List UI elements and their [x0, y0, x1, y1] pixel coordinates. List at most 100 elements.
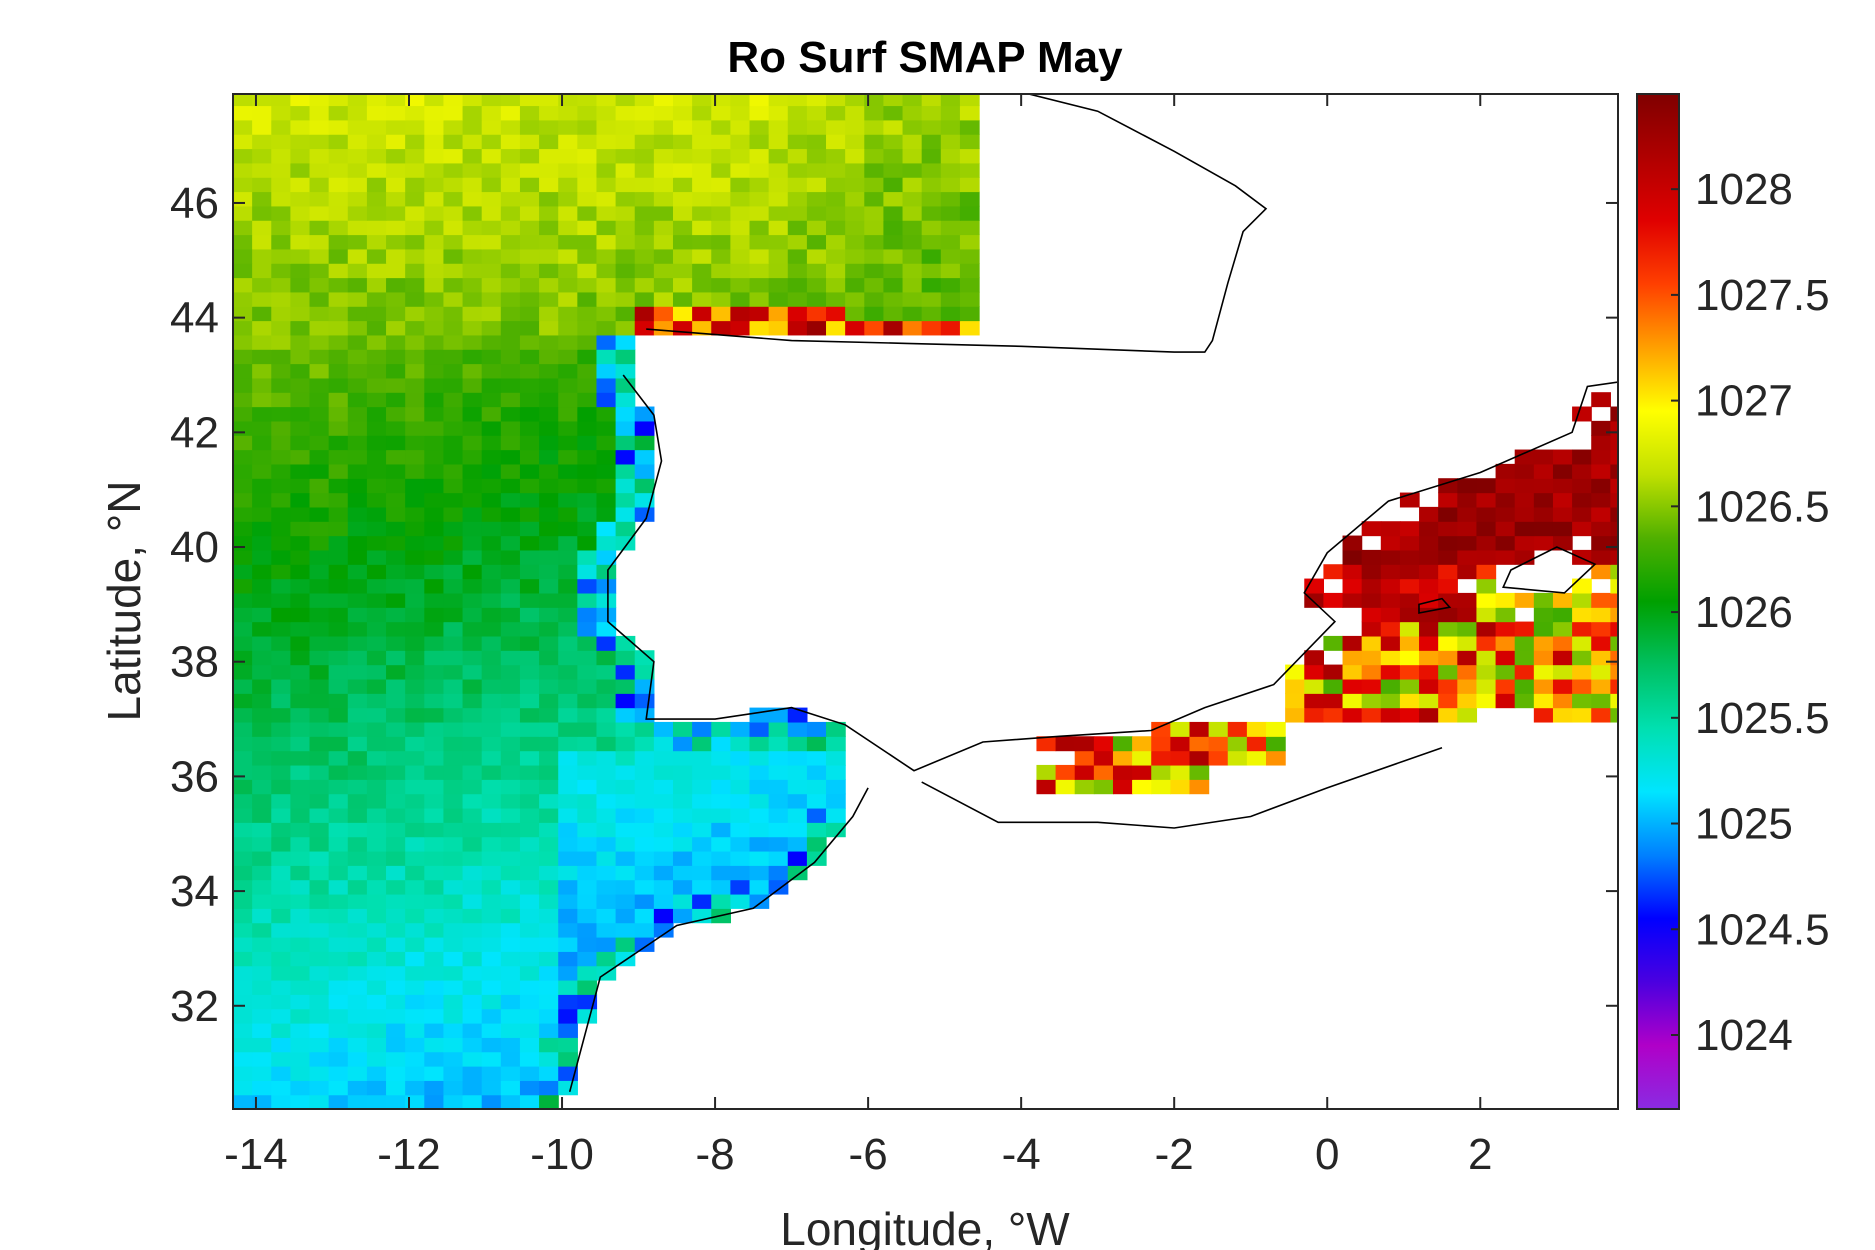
heatmap-cell — [711, 248, 731, 264]
heatmap-cell — [366, 1022, 387, 1038]
heatmap-cell — [1380, 678, 1401, 694]
heatmap-cell — [845, 105, 865, 121]
heatmap-cell — [539, 119, 559, 135]
heatmap-cell — [443, 234, 464, 250]
heatmap-cell — [366, 349, 387, 365]
heatmap-cell — [1572, 492, 1592, 508]
heatmap-cell — [500, 478, 521, 494]
heatmap-cell — [328, 205, 349, 221]
heatmap-cell — [653, 148, 674, 164]
heatmap-cell — [1380, 578, 1401, 594]
heatmap-cell — [366, 721, 387, 737]
heatmap-cell — [252, 191, 272, 207]
heatmap-cell — [577, 263, 598, 279]
heatmap-cell — [577, 449, 598, 465]
heatmap-cell — [309, 678, 330, 694]
heatmap-cell — [347, 1037, 368, 1053]
colorbar-tick-label: 1028 — [1695, 165, 1793, 214]
heatmap-cell — [386, 879, 406, 895]
heatmap-cell — [443, 1065, 464, 1081]
heatmap-cell — [672, 205, 693, 221]
heatmap-cell — [347, 148, 368, 164]
heatmap-cell — [1476, 621, 1497, 637]
heatmap-cell — [271, 979, 291, 995]
heatmap-cell — [271, 377, 291, 393]
heatmap-cell — [787, 119, 808, 135]
heatmap-cell — [233, 134, 253, 150]
heatmap-cell — [519, 865, 540, 881]
heatmap-cell — [558, 779, 578, 795]
heatmap-cell — [577, 578, 598, 594]
heatmap-cell — [539, 420, 559, 436]
heatmap-cell — [366, 1065, 387, 1081]
heatmap-cell — [386, 1051, 406, 1067]
heatmap-cell — [615, 234, 636, 250]
heatmap-cell — [653, 177, 674, 193]
heatmap-cell — [271, 822, 291, 838]
heatmap-cell — [347, 449, 368, 465]
heatmap-cell — [309, 807, 330, 823]
heatmap-cell — [386, 736, 406, 752]
heatmap-cell — [1495, 592, 1516, 608]
heatmap-cell — [577, 922, 598, 938]
heatmap-cell — [672, 191, 693, 207]
heatmap-cell — [500, 879, 521, 895]
heatmap-cell — [711, 277, 731, 293]
heatmap-cell — [233, 607, 253, 623]
heatmap-cell — [462, 893, 483, 909]
heatmap-cell — [1438, 535, 1458, 551]
heatmap-cell — [405, 936, 425, 952]
heatmap-cell — [1246, 750, 1267, 766]
heatmap-cell — [596, 879, 617, 895]
heatmap-cell — [462, 291, 483, 307]
heatmap-cell — [462, 506, 483, 522]
heatmap-cell — [864, 234, 885, 250]
heatmap-cell — [500, 291, 521, 307]
heatmap-cell — [1323, 678, 1344, 694]
heatmap-cell — [634, 134, 655, 150]
heatmap-cell — [500, 94, 521, 107]
heatmap-cell — [366, 320, 387, 336]
heatmap-cell — [290, 263, 311, 279]
heatmap-cell — [366, 707, 387, 723]
heatmap-cell — [328, 119, 349, 135]
heatmap-cell — [252, 1008, 272, 1024]
heatmap-cell — [328, 707, 349, 723]
heatmap-cell — [233, 836, 253, 852]
heatmap-cell — [940, 191, 961, 207]
heatmap-cell — [481, 951, 502, 967]
heatmap-cell — [826, 220, 846, 236]
heatmap-cell — [405, 951, 425, 967]
heatmap-cell — [290, 893, 311, 909]
heatmap-cell — [309, 492, 330, 508]
heatmap-cell — [519, 822, 540, 838]
heatmap-cell — [577, 951, 598, 967]
heatmap-cell — [366, 865, 387, 881]
heatmap-cell — [921, 148, 942, 164]
heatmap-cell — [252, 607, 272, 623]
heatmap-cell — [519, 592, 540, 608]
heatmap-cell — [328, 248, 349, 264]
heatmap-cell — [500, 535, 521, 551]
heatmap-cell — [902, 134, 923, 150]
heatmap-cell — [519, 334, 540, 350]
heatmap-cell — [902, 148, 923, 164]
heatmap-cell — [634, 306, 655, 322]
heatmap-cell — [424, 306, 445, 322]
heatmap-cell — [424, 277, 445, 293]
heatmap-cell — [519, 664, 540, 680]
heatmap-cell — [768, 736, 789, 752]
heatmap-cell — [405, 836, 425, 852]
heatmap-cell — [558, 965, 578, 981]
heatmap-cell — [1438, 506, 1458, 522]
heatmap-cell — [539, 635, 559, 651]
heatmap-cell — [615, 349, 636, 365]
heatmap-cell — [826, 177, 846, 193]
heatmap-cell — [481, 119, 502, 135]
heatmap-cell — [558, 664, 578, 680]
heatmap-cell — [424, 377, 445, 393]
heatmap-cell — [366, 234, 387, 250]
heatmap-cell — [826, 793, 846, 809]
heatmap-cell — [309, 234, 330, 250]
